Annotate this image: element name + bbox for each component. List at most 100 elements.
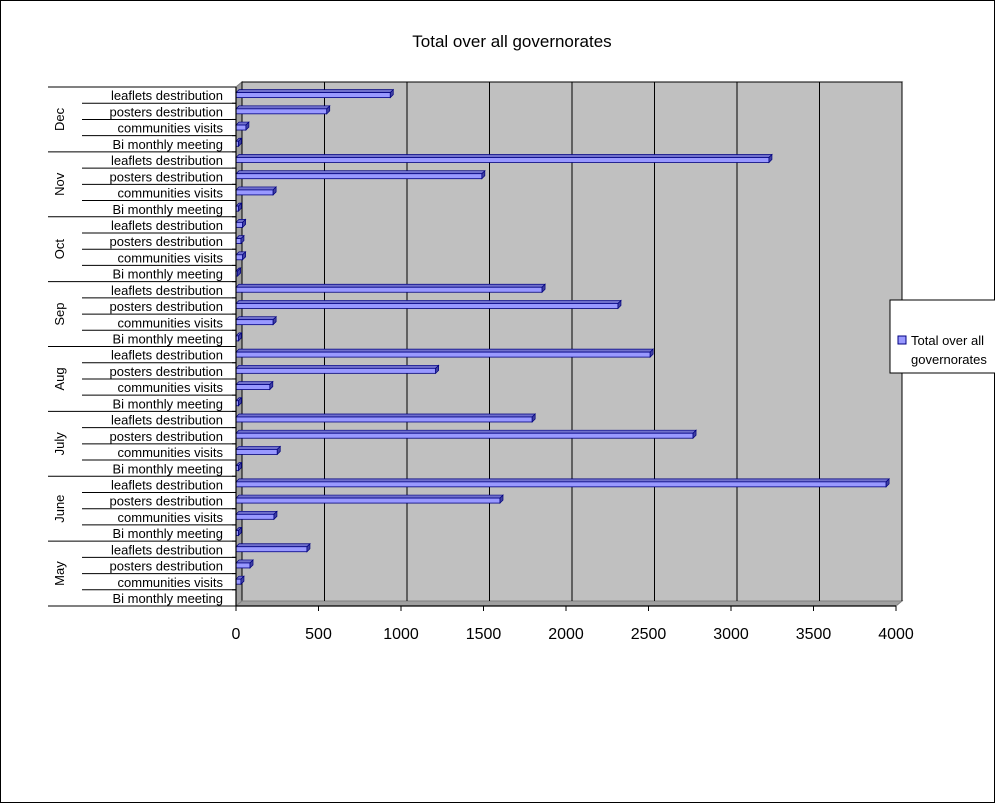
bar-side	[238, 137, 242, 148]
bar-side	[481, 169, 486, 180]
category-label: Bi monthly meeting	[112, 461, 223, 476]
legend-label: Total over all governorates	[911, 333, 988, 367]
bar-top	[235, 543, 311, 548]
bar-face	[235, 319, 274, 326]
category-label: Bi monthly meeting	[112, 591, 223, 606]
bar-side	[240, 575, 245, 586]
bar-side	[273, 510, 278, 521]
bar	[235, 461, 243, 472]
category-label: Bi monthly meeting	[112, 202, 223, 217]
bar	[235, 478, 890, 488]
bar-top	[235, 89, 395, 93]
bar-side	[541, 283, 546, 294]
category-label: communities visits	[118, 380, 224, 395]
bar	[235, 234, 245, 245]
bar-face	[235, 497, 501, 504]
bar-top	[235, 154, 773, 158]
bar-side	[249, 559, 254, 569]
bar-face	[235, 432, 694, 439]
bar	[235, 348, 654, 358]
legend: Total over all governorates	[889, 299, 995, 374]
group-label: June	[52, 495, 67, 523]
group-label: Nov	[52, 172, 67, 196]
category-label: posters destribution	[110, 429, 223, 444]
category-label: Bi monthly meeting	[112, 396, 223, 411]
bar	[235, 364, 440, 375]
bar-face	[235, 513, 275, 520]
bar	[235, 494, 504, 504]
plot-floor	[234, 600, 904, 607]
bar	[235, 153, 773, 164]
category-label: leaflets destribution	[111, 153, 223, 168]
x-tick-label: 500	[305, 626, 332, 643]
category-label: posters destribution	[110, 494, 223, 509]
category-label: Bi monthly meeting	[112, 332, 223, 347]
bar-face	[235, 351, 651, 358]
bar-face	[235, 124, 247, 131]
x-tick-label: 2500	[631, 626, 667, 643]
bar-face	[235, 578, 242, 585]
bar-side	[237, 267, 241, 277]
bar-face	[235, 254, 243, 261]
category-label: leaflets destribution	[111, 218, 223, 233]
category-label: communities visits	[118, 315, 224, 330]
category-label: Bi monthly meeting	[112, 137, 223, 152]
bar-face	[235, 286, 543, 293]
bar-top	[235, 429, 697, 434]
bar	[235, 429, 697, 440]
category-label: posters destribution	[110, 559, 223, 574]
bar-side	[435, 364, 439, 375]
bar-side	[389, 88, 394, 99]
bar	[235, 510, 278, 521]
group-label: May	[52, 561, 67, 586]
bar-top	[235, 186, 277, 191]
bar-face	[235, 481, 887, 488]
bar-side	[326, 104, 331, 115]
bar	[235, 380, 274, 391]
x-tick-label: 2000	[548, 626, 584, 643]
bar-top	[235, 478, 890, 483]
legend-line-1: Total over all	[911, 333, 984, 348]
group-label: Oct	[52, 239, 67, 260]
bar-face	[235, 189, 274, 196]
bar-side	[269, 380, 274, 391]
bar-side	[242, 250, 246, 261]
category-label: posters destribution	[110, 299, 223, 314]
bar-side	[272, 186, 277, 196]
bar-top	[235, 105, 331, 110]
bar-side	[238, 526, 242, 537]
bar	[235, 121, 250, 131]
bar-top	[235, 283, 546, 288]
bar-side	[649, 348, 654, 358]
chart-title: Total over all governorates	[412, 32, 611, 51]
bar-side	[245, 121, 250, 131]
bar	[235, 413, 537, 423]
category-label: leaflets destribution	[111, 88, 223, 103]
bar-side	[238, 202, 242, 212]
x-tick-label: 1500	[466, 626, 502, 643]
category-label: leaflets destribution	[111, 413, 223, 428]
category-label: leaflets destribution	[111, 477, 223, 492]
bar-side	[617, 299, 622, 310]
bar-face	[235, 416, 533, 423]
bar-top	[235, 300, 622, 304]
bar	[235, 169, 486, 180]
category-label: leaflets destribution	[111, 283, 223, 298]
bar-top	[235, 348, 654, 353]
bar	[235, 445, 282, 456]
category-label: communities visits	[118, 445, 224, 460]
bar-face	[235, 238, 242, 244]
x-tick-label: 1000	[383, 626, 419, 643]
category-label: communities visits	[118, 250, 224, 265]
bar-face	[235, 546, 308, 553]
x-tick-label: 0	[232, 626, 241, 643]
bar-side	[272, 315, 277, 326]
category-label: communities visits	[118, 510, 224, 525]
bar	[235, 542, 311, 553]
bar-top	[235, 170, 486, 175]
bar-face	[235, 157, 770, 163]
bar-side	[240, 234, 245, 245]
bar-face	[235, 367, 437, 374]
category-label: Bi monthly meeting	[112, 526, 223, 541]
